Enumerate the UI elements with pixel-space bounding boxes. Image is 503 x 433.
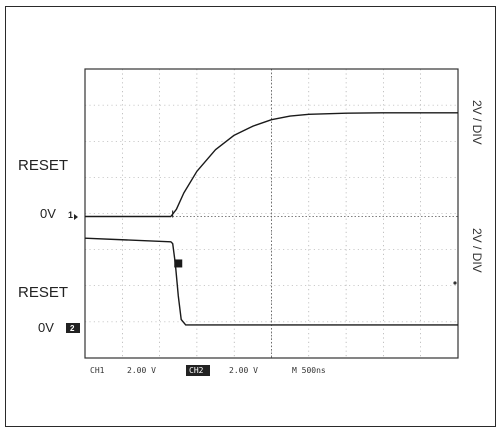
status-ch2-scale: 2.00 V: [229, 366, 258, 375]
trigger-marker: [174, 259, 183, 268]
ch2-ground-marker: 2: [66, 323, 80, 333]
graticule: [85, 69, 458, 358]
ch1-scale-label: 2V / DIV: [470, 100, 484, 145]
plot-border: [84, 68, 459, 359]
status-ch1: CH1: [90, 366, 105, 375]
ch2-signal-label: RESET: [18, 284, 68, 301]
status-ch2-box: [186, 365, 210, 376]
ch1-trace: [85, 112, 458, 218]
status-ch1-scale: 2.00 V: [127, 366, 156, 375]
trigger-level-dot: [453, 281, 457, 285]
ch2-trace: [84, 237, 458, 326]
ch1-signal-label: RESET: [18, 157, 68, 174]
ch2-ground-label: 0V: [38, 320, 54, 335]
svg-text:2: 2: [70, 324, 75, 333]
ch1-ground-marker: 1: [68, 210, 78, 220]
svg-text:1: 1: [68, 210, 73, 220]
status-timebase: M 500ns: [292, 366, 326, 375]
status-ch2: CH2: [189, 366, 204, 375]
ch2-scale-label: 2V / DIV: [470, 228, 484, 273]
traces: [84, 112, 458, 326]
ch1-ground-label: 0V: [40, 206, 56, 221]
figure-frame: [5, 6, 496, 427]
